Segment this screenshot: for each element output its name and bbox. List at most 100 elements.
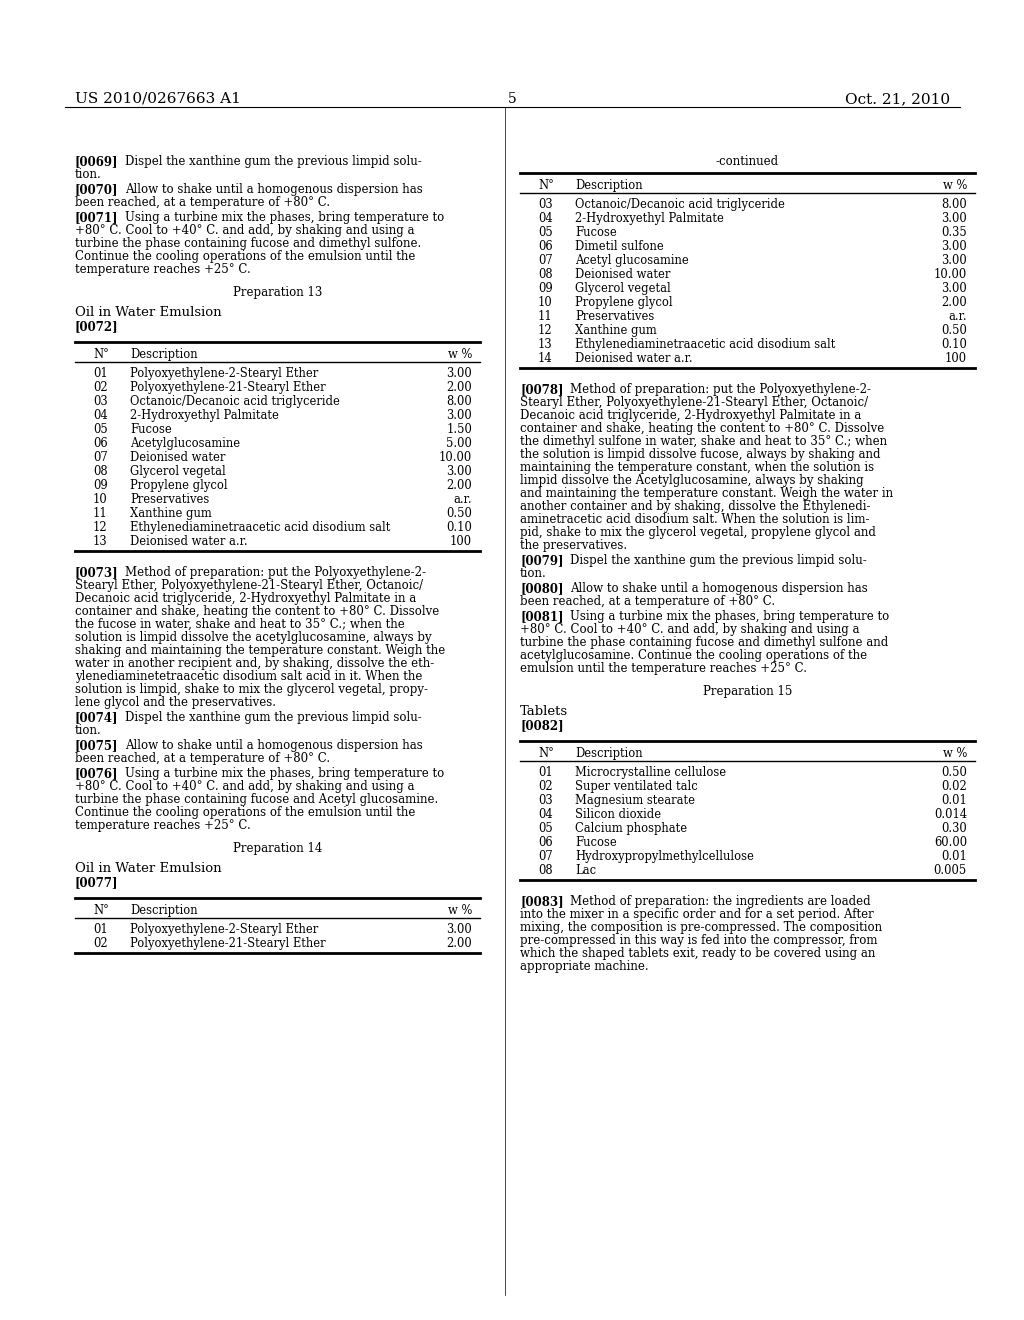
Text: Oil in Water Emulsion: Oil in Water Emulsion [75,306,221,319]
Text: [0078]: [0078] [520,383,563,396]
Text: [0071]: [0071] [75,211,119,224]
Text: N°: N° [93,904,109,917]
Text: another container and by shaking, dissolve the Ethylenedi-: another container and by shaking, dissol… [520,500,870,513]
Text: 0.35: 0.35 [941,226,967,239]
Text: turbine the phase containing fucose and Acetyl glucosamine.: turbine the phase containing fucose and … [75,793,438,807]
Text: and maintaining the temperature constant. Weigh the water in: and maintaining the temperature constant… [520,487,893,500]
Text: tion.: tion. [520,568,547,579]
Text: ylenediaminetetraacetic disodium salt acid in it. When the: ylenediaminetetraacetic disodium salt ac… [75,671,422,682]
Text: [0072]: [0072] [75,319,119,333]
Text: 2.00: 2.00 [446,937,472,950]
Text: Calcium phosphate: Calcium phosphate [575,822,687,836]
Text: Description: Description [575,747,643,760]
Text: Method of preparation: the ingredients are loaded: Method of preparation: the ingredients a… [570,895,870,908]
Text: maintaining the temperature constant, when the solution is: maintaining the temperature constant, wh… [520,461,874,474]
Text: 0.005: 0.005 [934,865,967,876]
Text: Description: Description [575,180,643,191]
Text: Deionised water a.r.: Deionised water a.r. [130,535,248,548]
Text: Allow to shake until a homogenous dispersion has: Allow to shake until a homogenous disper… [570,582,867,595]
Text: the preservatives.: the preservatives. [520,539,627,552]
Text: been reached, at a temperature of +80° C.: been reached, at a temperature of +80° C… [520,595,775,609]
Text: Xanthine gum: Xanthine gum [575,323,656,337]
Text: 02: 02 [538,780,553,793]
Text: emulsion until the temperature reaches +25° C.: emulsion until the temperature reaches +… [520,663,807,675]
Text: Dispel the xanthine gum the previous limpid solu-: Dispel the xanthine gum the previous lim… [125,711,422,723]
Text: Octanoic/Decanoic acid triglyceride: Octanoic/Decanoic acid triglyceride [575,198,784,211]
Text: tion.: tion. [75,168,101,181]
Text: 11: 11 [93,507,108,520]
Text: container and shake, heating the content to +80° C. Dissolve: container and shake, heating the content… [75,605,439,618]
Text: +80° C. Cool to +40° C. and add, by shaking and using a: +80° C. Cool to +40° C. and add, by shak… [75,224,415,238]
Text: turbine the phase containing fucose and dimethyl sulfone.: turbine the phase containing fucose and … [75,238,421,249]
Text: 8.00: 8.00 [446,395,472,408]
Text: 03: 03 [93,395,108,408]
Text: Polyoxyethylene-2-Stearyl Ether: Polyoxyethylene-2-Stearyl Ether [130,923,318,936]
Text: 05: 05 [538,822,553,836]
Text: Preparation 14: Preparation 14 [232,842,323,855]
Text: 01: 01 [93,923,108,936]
Text: Dimetil sulfone: Dimetil sulfone [575,240,664,253]
Text: Continue the cooling operations of the emulsion until the: Continue the cooling operations of the e… [75,249,416,263]
Text: temperature reaches +25° C.: temperature reaches +25° C. [75,263,251,276]
Text: 0.50: 0.50 [446,507,472,520]
Text: +80° C. Cool to +40° C. and add, by shaking and using a: +80° C. Cool to +40° C. and add, by shak… [520,623,859,636]
Text: Xanthine gum: Xanthine gum [130,507,212,520]
Text: Deionised water: Deionised water [130,451,225,465]
Text: Propylene glycol: Propylene glycol [575,296,673,309]
Text: limpid dissolve the Acetylglucosamine, always by shaking: limpid dissolve the Acetylglucosamine, a… [520,474,863,487]
Text: solution is limpid dissolve the acetylglucosamine, always by: solution is limpid dissolve the acetylgl… [75,631,432,644]
Text: 5: 5 [508,92,516,106]
Text: Magnesium stearate: Magnesium stearate [575,795,695,807]
Text: 09: 09 [538,282,553,294]
Text: Decanoic acid triglyceride, 2-Hydroxyethyl Palmitate in a: Decanoic acid triglyceride, 2-Hydroxyeth… [75,591,416,605]
Text: 60.00: 60.00 [934,836,967,849]
Text: Using a turbine mix the phases, bring temperature to: Using a turbine mix the phases, bring te… [125,767,444,780]
Text: Polyoxyethylene-21-Stearyl Ether: Polyoxyethylene-21-Stearyl Ether [130,937,326,950]
Text: 3.00: 3.00 [446,923,472,936]
Text: Fucose: Fucose [575,226,616,239]
Text: 3.00: 3.00 [941,282,967,294]
Text: 04: 04 [538,808,553,821]
Text: 04: 04 [538,213,553,224]
Text: 08: 08 [538,865,553,876]
Text: +80° C. Cool to +40° C. and add, by shaking and using a: +80° C. Cool to +40° C. and add, by shak… [75,780,415,793]
Text: 0.10: 0.10 [446,521,472,535]
Text: Description: Description [130,904,198,917]
Text: 0.50: 0.50 [941,766,967,779]
Text: [0082]: [0082] [520,719,563,733]
Text: container and shake, heating the content to +80° C. Dissolve: container and shake, heating the content… [520,422,885,436]
Text: [0076]: [0076] [75,767,119,780]
Text: tion.: tion. [75,723,101,737]
Text: pid, shake to mix the glycerol vegetal, propylene glycol and: pid, shake to mix the glycerol vegetal, … [520,525,876,539]
Text: 02: 02 [93,381,108,393]
Text: which the shaped tablets exit, ready to be covered using an: which the shaped tablets exit, ready to … [520,946,876,960]
Text: [0075]: [0075] [75,739,119,752]
Text: appropriate machine.: appropriate machine. [520,960,648,973]
Text: 0.10: 0.10 [941,338,967,351]
Text: been reached, at a temperature of +80° C.: been reached, at a temperature of +80° C… [75,195,330,209]
Text: Hydroxypropylmethylcellulose: Hydroxypropylmethylcellulose [575,850,754,863]
Text: w %: w % [943,180,967,191]
Text: [0079]: [0079] [520,554,563,568]
Text: N°: N° [93,348,109,360]
Text: -continued: -continued [716,154,779,168]
Text: Allow to shake until a homogenous dispersion has: Allow to shake until a homogenous disper… [125,183,423,195]
Text: temperature reaches +25° C.: temperature reaches +25° C. [75,818,251,832]
Text: [0083]: [0083] [520,895,563,908]
Text: 2.00: 2.00 [941,296,967,309]
Text: 2-Hydroxyethyl Palmitate: 2-Hydroxyethyl Palmitate [575,213,724,224]
Text: 0.014: 0.014 [934,808,967,821]
Text: 11: 11 [538,310,553,323]
Text: 0.01: 0.01 [941,850,967,863]
Text: 04: 04 [93,409,108,422]
Text: acetylglucosamine. Continue the cooling operations of the: acetylglucosamine. Continue the cooling … [520,649,867,663]
Text: Dispel the xanthine gum the previous limpid solu-: Dispel the xanthine gum the previous lim… [570,554,866,568]
Text: Preservatives: Preservatives [130,492,209,506]
Text: 3.00: 3.00 [941,240,967,253]
Text: Continue the cooling operations of the emulsion until the: Continue the cooling operations of the e… [75,807,416,818]
Text: the solution is limpid dissolve fucose, always by shaking and: the solution is limpid dissolve fucose, … [520,447,881,461]
Text: [0074]: [0074] [75,711,119,723]
Text: 03: 03 [538,795,553,807]
Text: Preparation 15: Preparation 15 [702,685,793,698]
Text: [0080]: [0080] [520,582,563,595]
